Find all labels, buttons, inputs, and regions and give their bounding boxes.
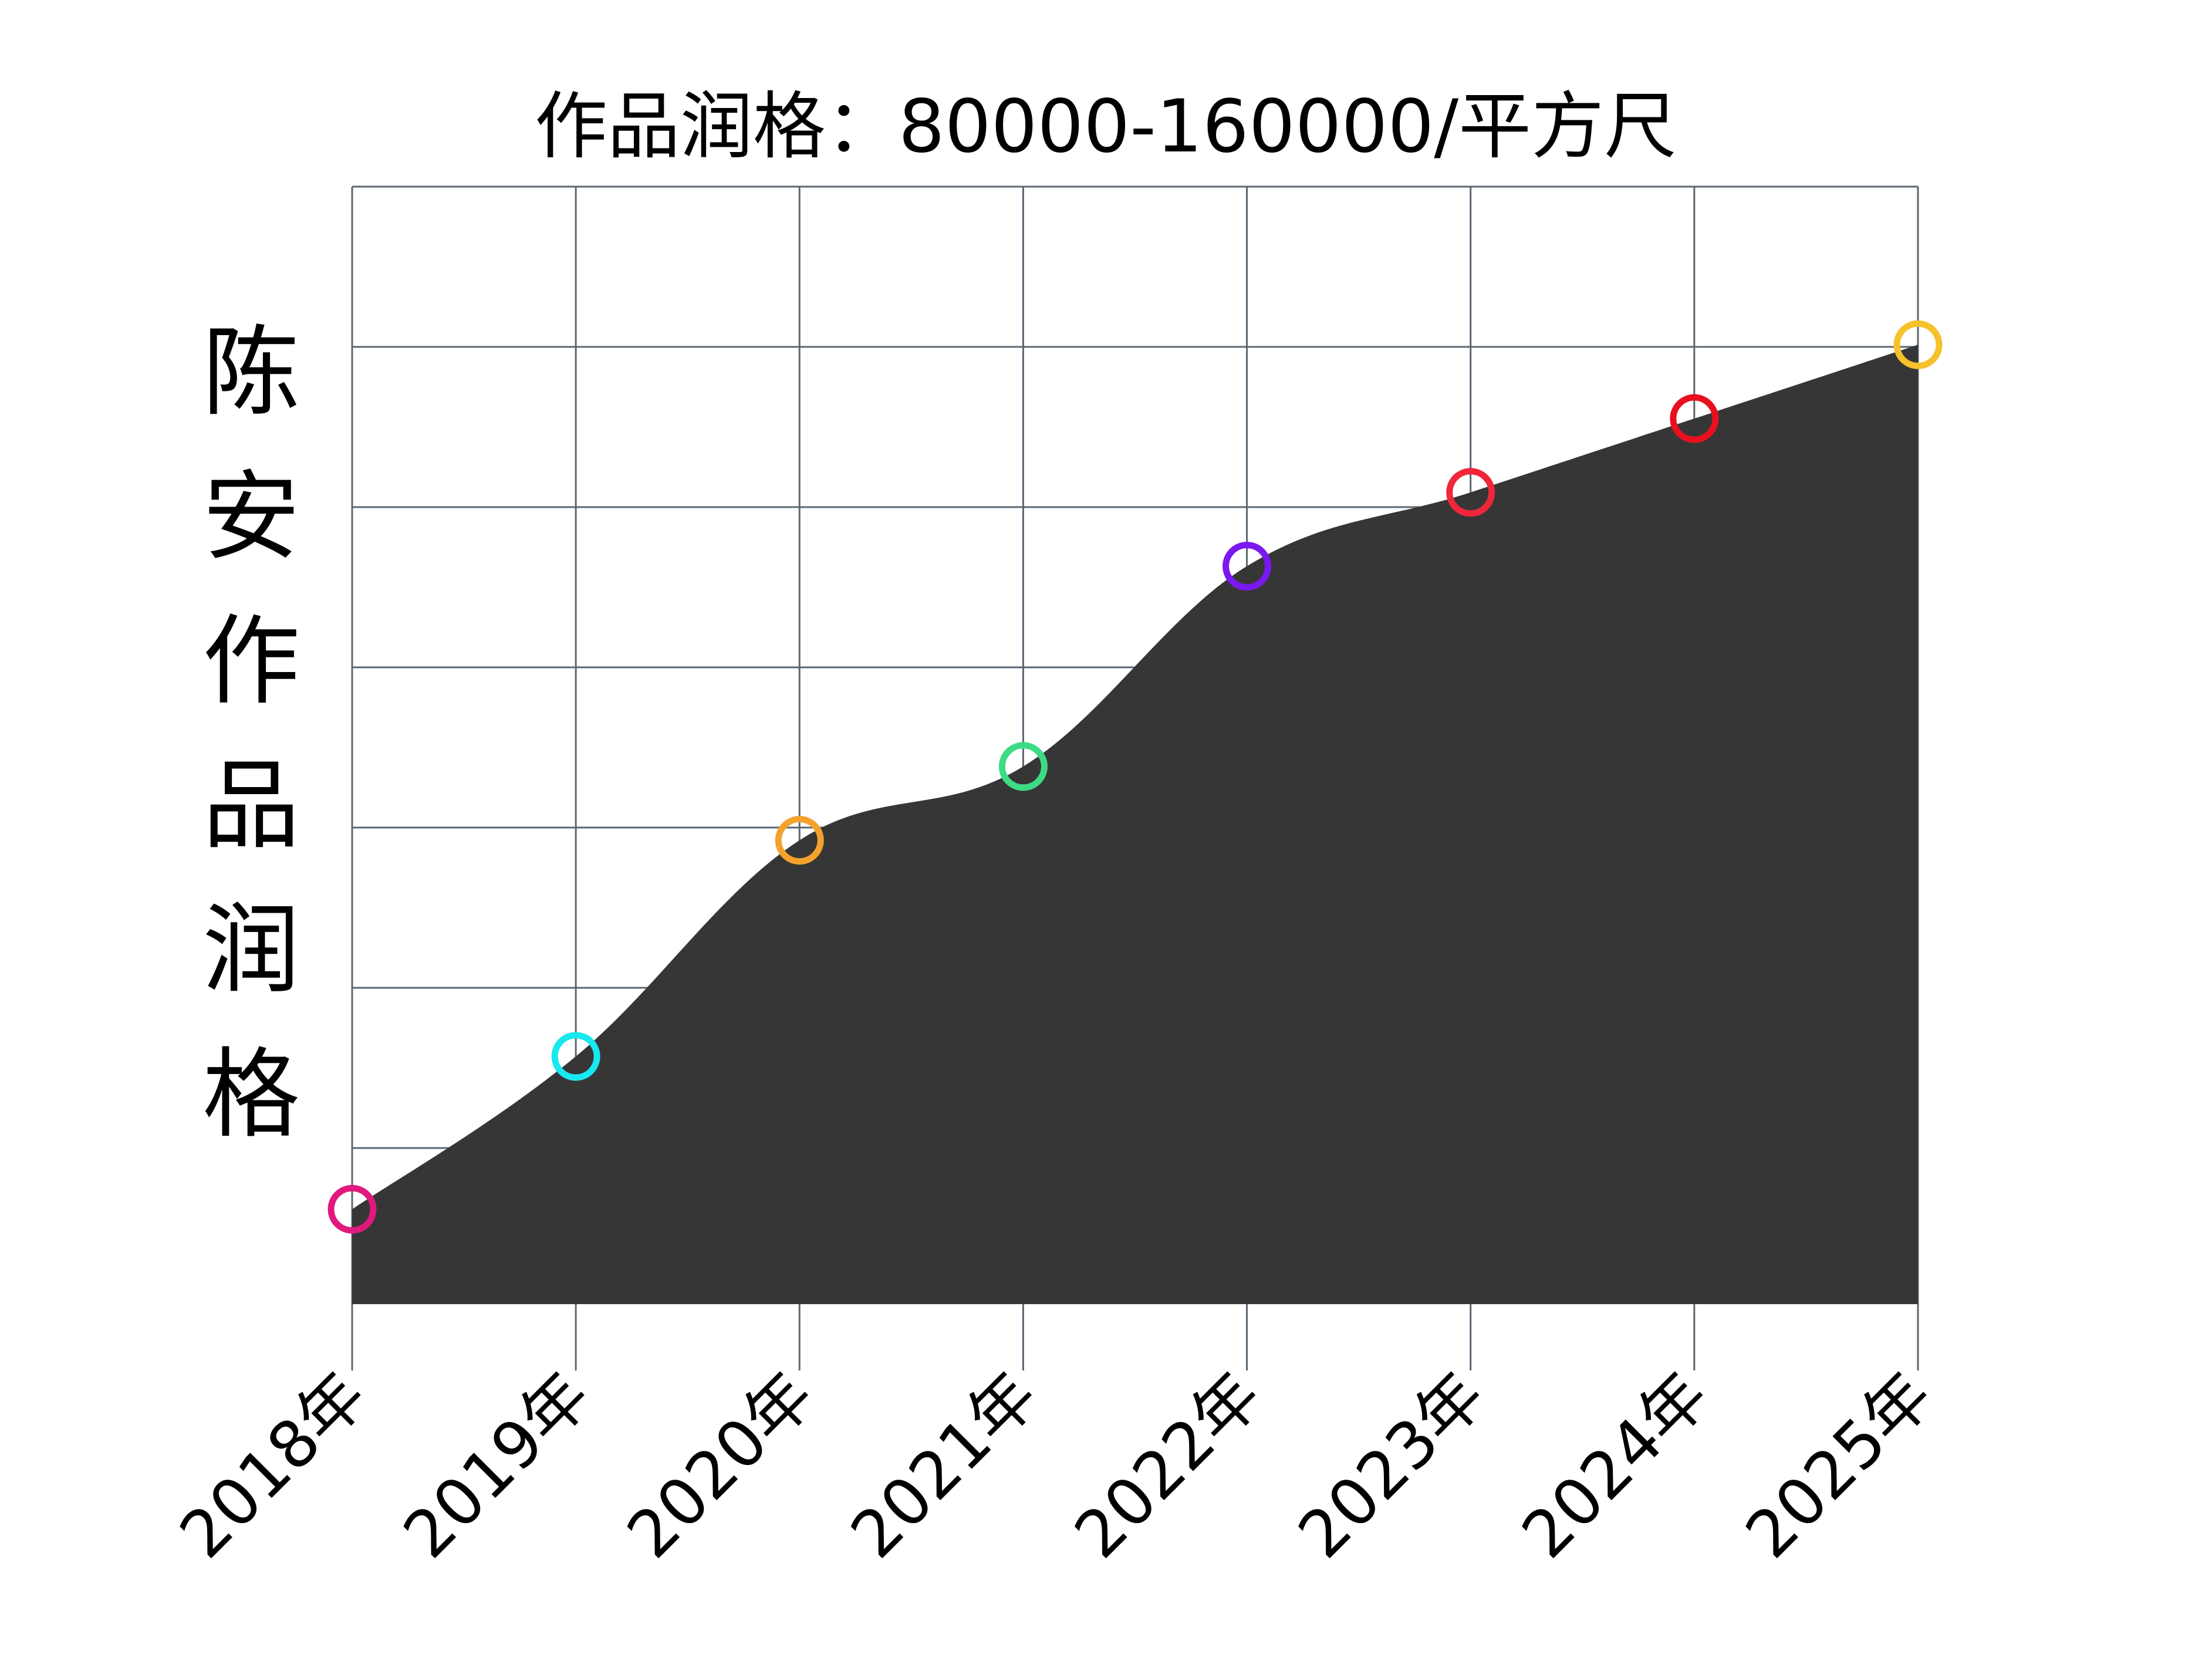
data-point-marker bbox=[1446, 468, 1495, 517]
y-axis-label-char: 品 bbox=[202, 750, 300, 863]
y-axis-label-char: 作 bbox=[202, 605, 300, 718]
data-point-marker bbox=[1893, 320, 1943, 369]
x-tick-label: 2018年 bbox=[166, 1358, 380, 1572]
x-tick-label: 2021年 bbox=[837, 1358, 1052, 1572]
markers bbox=[327, 320, 1943, 1234]
y-axis-label-char: 陈 bbox=[202, 316, 300, 430]
x-tick-label: 2023年 bbox=[1284, 1358, 1499, 1572]
y-axis-label-char: 润 bbox=[202, 894, 300, 1007]
x-tick-label: 2025年 bbox=[1731, 1358, 1946, 1572]
y-axis-label-char: 格 bbox=[202, 1038, 300, 1152]
y-axis-label-char: 安 bbox=[202, 461, 300, 574]
data-point-marker bbox=[998, 742, 1048, 791]
x-tick-label: 2022年 bbox=[1061, 1358, 1275, 1572]
x-axis-labels: 2018年 2019年 2020年 2021年 2022年 2023年 2024年 2025年 bbox=[166, 1358, 1946, 1572]
data-point-marker bbox=[1222, 542, 1272, 591]
chart-title: 作品润格：80000-160000/平方尺 bbox=[535, 85, 1677, 169]
x-tick-label: 2020年 bbox=[613, 1358, 828, 1572]
data-point-marker bbox=[775, 816, 824, 865]
data-point-marker bbox=[1670, 394, 1719, 443]
area-layer bbox=[352, 345, 1918, 1304]
data-point-marker bbox=[327, 1184, 377, 1234]
data-point-marker bbox=[551, 1032, 600, 1081]
x-tick-label: 2019年 bbox=[389, 1358, 604, 1572]
area-series bbox=[352, 345, 1918, 1304]
x-axis-ticks bbox=[351, 1304, 1919, 1370]
x-tick-label: 2024年 bbox=[1508, 1358, 1723, 1572]
